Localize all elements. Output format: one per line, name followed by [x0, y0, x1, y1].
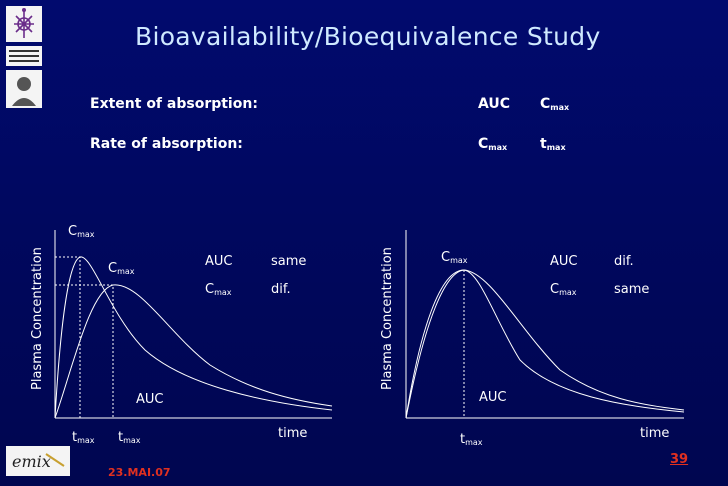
- rate-cmax: Cmax: [478, 136, 508, 152]
- left-curve-fast: [54, 256, 333, 419]
- right-auc-label: AUC: [479, 390, 507, 405]
- right-cmax-label: Cmax: [441, 250, 468, 265]
- right-legend-cmax-value: same: [614, 282, 650, 297]
- left-curve-slow: [54, 284, 333, 419]
- right-legend-cmax: Cmax: [550, 282, 577, 297]
- left-tmax1-label: tmax: [72, 430, 95, 445]
- emix-logo-icon: emix: [6, 446, 70, 476]
- faculty-logo-icon: [6, 46, 42, 66]
- left-legend-auc-value: same: [271, 254, 307, 269]
- left-ylabel: Plasma Concentration: [30, 247, 45, 390]
- right-curve-low: [405, 269, 685, 419]
- footer-date: 23.MAI.07: [108, 466, 171, 479]
- left-tmax2-label: tmax: [118, 430, 141, 445]
- right-tmax-label: tmax: [460, 432, 483, 447]
- left-legend-cmax-value: dif.: [271, 282, 291, 297]
- right-ylabel: Plasma Concentration: [380, 247, 395, 390]
- right-curve-high: [405, 269, 685, 419]
- rate-tmax: tmax: [540, 136, 566, 152]
- logo-column: [6, 6, 42, 112]
- extent-auc: AUC: [478, 96, 511, 112]
- page-number: 39: [670, 452, 689, 467]
- left-cmax1-guide: [55, 256, 81, 418]
- left-legend-cmax: Cmax: [205, 282, 232, 297]
- right-legend-auc: AUC: [550, 254, 578, 269]
- left-legend-auc: AUC: [205, 254, 233, 269]
- left-cmax2-label: Cmax: [108, 261, 135, 276]
- extent-label: Extent of absorption:: [90, 96, 258, 112]
- extent-cmax: Cmax: [540, 96, 570, 112]
- page-title: Bioavailability/Bioequivalence Study: [135, 22, 601, 51]
- left-auc-label: AUC: [136, 392, 164, 407]
- left-cmax2-guide: [55, 284, 114, 418]
- portrait-icon: [6, 70, 42, 108]
- svg-text:emix: emix: [12, 452, 51, 471]
- left-xlabel: time: [278, 426, 308, 441]
- university-crest-icon: [6, 6, 42, 42]
- right-legend-auc-value: dif.: [614, 254, 634, 269]
- right-xlabel: time: [640, 426, 670, 441]
- left-cmax1-label: Cmax: [68, 224, 95, 239]
- rate-label: Rate of absorption:: [90, 136, 243, 152]
